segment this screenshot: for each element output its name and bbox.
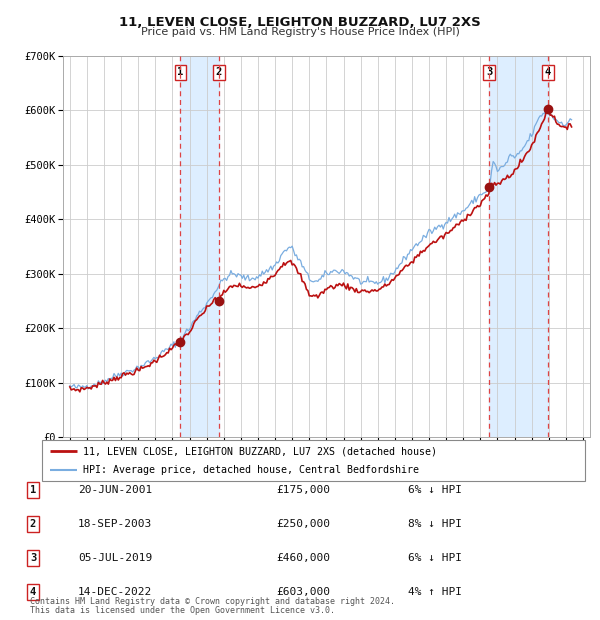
Text: 3: 3 — [486, 67, 492, 77]
Text: 6% ↓ HPI: 6% ↓ HPI — [408, 485, 462, 495]
Text: £175,000: £175,000 — [276, 485, 330, 495]
Bar — [489, 56, 548, 437]
Text: £250,000: £250,000 — [276, 519, 330, 529]
FancyBboxPatch shape — [42, 440, 585, 480]
Text: 11, LEVEN CLOSE, LEIGHTON BUZZARD, LU7 2XS (detached house): 11, LEVEN CLOSE, LEIGHTON BUZZARD, LU7 2… — [83, 446, 437, 456]
Text: 14-DEC-2022: 14-DEC-2022 — [78, 587, 152, 597]
Text: Price paid vs. HM Land Registry's House Price Index (HPI): Price paid vs. HM Land Registry's House … — [140, 27, 460, 37]
Text: 1: 1 — [30, 485, 36, 495]
Text: Contains HM Land Registry data © Crown copyright and database right 2024.: Contains HM Land Registry data © Crown c… — [30, 597, 395, 606]
Text: 11, LEVEN CLOSE, LEIGHTON BUZZARD, LU7 2XS: 11, LEVEN CLOSE, LEIGHTON BUZZARD, LU7 2… — [119, 16, 481, 29]
Bar — [181, 56, 219, 437]
Text: 4% ↑ HPI: 4% ↑ HPI — [408, 587, 462, 597]
Text: 4: 4 — [30, 587, 36, 597]
Text: 05-JUL-2019: 05-JUL-2019 — [78, 553, 152, 563]
Text: 18-SEP-2003: 18-SEP-2003 — [78, 519, 152, 529]
Text: 3: 3 — [30, 553, 36, 563]
Text: This data is licensed under the Open Government Licence v3.0.: This data is licensed under the Open Gov… — [30, 606, 335, 615]
Text: 8% ↓ HPI: 8% ↓ HPI — [408, 519, 462, 529]
Text: HPI: Average price, detached house, Central Bedfordshire: HPI: Average price, detached house, Cent… — [83, 466, 419, 476]
Text: 1: 1 — [177, 67, 184, 77]
Text: 2: 2 — [215, 67, 222, 77]
Text: 4: 4 — [545, 67, 551, 77]
Text: £460,000: £460,000 — [276, 553, 330, 563]
Text: 2: 2 — [30, 519, 36, 529]
Text: 6% ↓ HPI: 6% ↓ HPI — [408, 553, 462, 563]
Text: 20-JUN-2001: 20-JUN-2001 — [78, 485, 152, 495]
Text: £603,000: £603,000 — [276, 587, 330, 597]
